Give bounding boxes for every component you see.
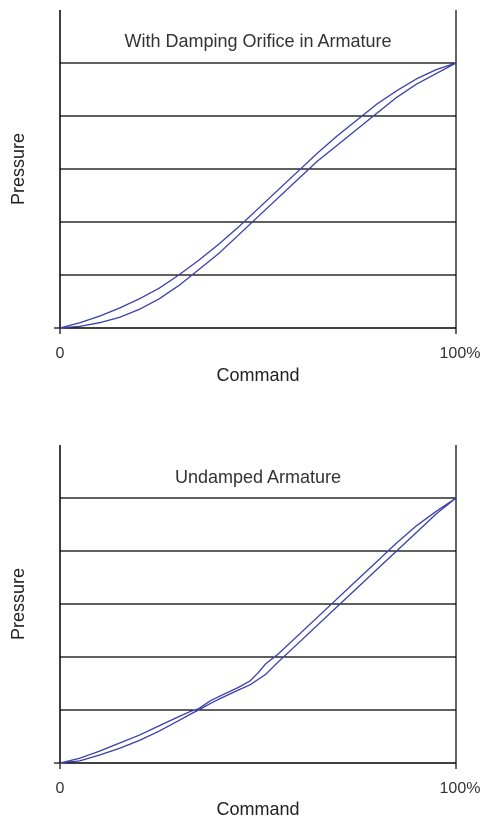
series-line-2: [59, 497, 457, 764]
series-line-1: [59, 62, 457, 329]
x-tick-label: 0: [56, 780, 65, 797]
series-line-2: [59, 62, 457, 329]
x-axis-label: Command: [216, 799, 299, 819]
x-tick-label: 100%: [440, 345, 481, 362]
chart-1: With Damping Orifice in Armature 0 100% Com…: [8, 10, 480, 385]
chart-title: Undamped Armature: [175, 467, 341, 487]
chart-title: With Damping Orifice in Armature: [124, 31, 391, 51]
y-axis-label: Pressure: [8, 568, 28, 640]
x-axis-label: Command: [216, 365, 299, 385]
x-tick-label: 0: [56, 345, 65, 362]
chart-2: Undamped Armature 0 100% Command Pressure: [8, 445, 480, 819]
series-line-1: [59, 497, 457, 764]
y-axis-label: Pressure: [8, 133, 28, 205]
x-tick-label: 100%: [440, 780, 481, 797]
